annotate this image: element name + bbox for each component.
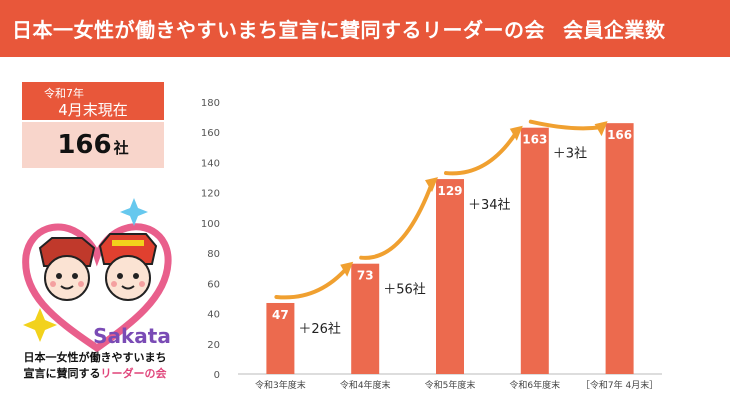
y-tick-label: 20	[207, 340, 220, 351]
logo-line-2: 宣言に賛同するリーダーの会	[10, 365, 180, 381]
mascot-right-icon	[98, 233, 158, 301]
bar	[436, 179, 464, 374]
growth-arrow	[359, 181, 434, 260]
date-box: 令和7年 4月末現在	[22, 82, 164, 120]
bar	[605, 123, 634, 375]
growth-arrow-head	[425, 177, 438, 193]
bar	[351, 263, 380, 374]
title-bar: 日本一女性が働きやすいまち宣言に賛同するリーダーの会 会員企業数	[0, 0, 730, 57]
y-tick-label: 0	[214, 370, 220, 381]
x-tick-label: 令和3年度末	[255, 379, 306, 391]
x-tick-label: 令和4年度末	[340, 379, 391, 391]
increase-label: ＋26社	[298, 321, 341, 337]
growth-arrow	[274, 265, 350, 300]
increase-label: ＋56社	[383, 282, 426, 298]
y-tick-label: 140	[201, 158, 220, 169]
sparkle-yellow-icon	[23, 308, 57, 342]
heart-outline-icon	[22, 223, 172, 353]
x-tick-label: 令和5年度末	[425, 379, 476, 391]
y-tick-label: 180	[201, 98, 220, 109]
bar	[520, 127, 549, 374]
logo-line-2b: リーダーの会	[100, 367, 167, 380]
growth-arrow-head	[594, 121, 608, 137]
increase-label: ＋34社	[468, 197, 511, 213]
sparkle-blue-icon	[120, 198, 148, 226]
y-tick-label: 160	[201, 128, 220, 139]
member-count-chart: 0 20 40 60 80 100 120 140 160 180 47 令和3年度末 73 令和4年度末…	[201, 98, 662, 391]
bar	[266, 302, 295, 374]
bar-value-label: 166	[607, 128, 632, 142]
x-tick-label: 令和6年度末	[509, 379, 560, 391]
y-tick-label: 120	[201, 189, 220, 200]
member-count-box: 166 社	[22, 122, 164, 168]
growth-arrow-head	[340, 261, 354, 277]
growth-arrow-head	[509, 125, 523, 141]
member-count: 166	[57, 130, 112, 160]
bar-value-label: 47	[272, 308, 289, 322]
member-count-unit: 社	[113, 139, 129, 157]
as-of-date: 4月末現在	[58, 101, 128, 119]
logo-line-2a: 宣言に賛同する	[23, 367, 101, 380]
logo-wordmark: Sakata	[93, 324, 171, 348]
y-tick-label: 60	[207, 279, 220, 290]
bar-value-label: 73	[357, 269, 374, 283]
page-subtitle: 会員企業数	[563, 18, 666, 42]
bar-value-label: 163	[522, 133, 547, 147]
increase-label: ＋3社	[553, 146, 587, 162]
growth-arrow	[444, 129, 519, 176]
logo-line-1: 日本一女性が働きやすいまち	[23, 351, 167, 364]
growth-arrow	[528, 119, 604, 131]
y-tick-label: 40	[207, 310, 220, 321]
era-year: 令和7年	[44, 87, 84, 100]
mascot-left-icon	[38, 237, 96, 301]
y-tick-label: 80	[207, 249, 220, 260]
x-tick-label: ［令和7年 4月末］	[581, 379, 658, 391]
organization-logo: Sakata	[22, 198, 172, 353]
y-tick-label: 100	[201, 219, 220, 230]
page-title: 日本一女性が働きやすいまち宣言に賛同するリーダーの会	[12, 18, 545, 42]
bar-value-label: 129	[437, 184, 462, 198]
